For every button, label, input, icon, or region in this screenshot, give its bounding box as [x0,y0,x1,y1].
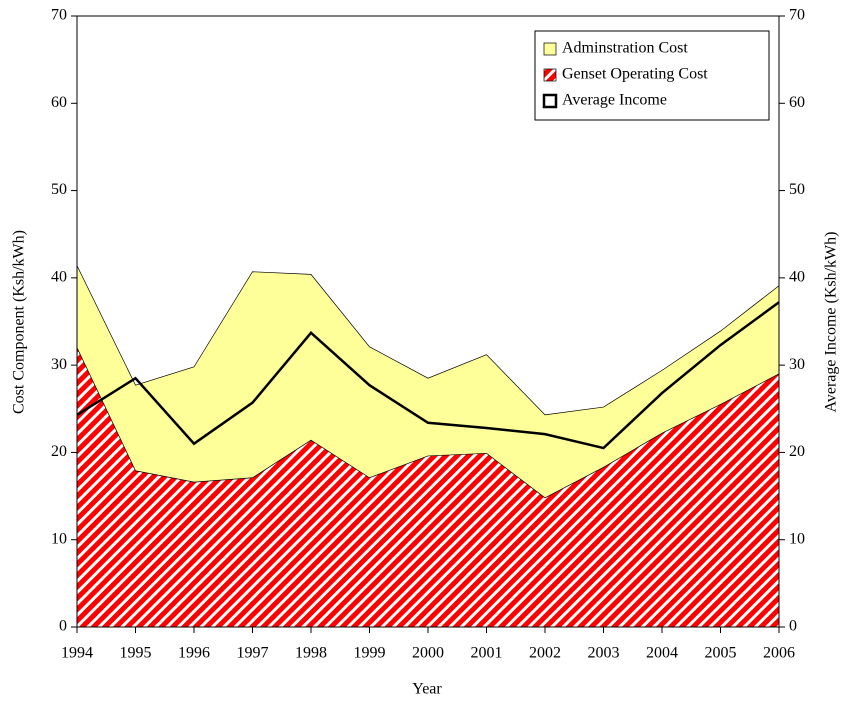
line [76,301,780,450]
y-tick-label: 60 [51,94,67,111]
x-axis-label: Year [412,681,442,698]
x-tick-label: 1999 [354,645,386,662]
y2-tick-label: 20 [789,443,805,460]
y2-tick-label: 60 [789,94,805,111]
y-tick-label: 0 [59,618,67,635]
legend-swatch [542,93,558,109]
y-tick-label: 50 [51,181,67,198]
x-tick-label: 1996 [178,645,210,662]
y2-tick-label: 10 [789,530,805,547]
x-tick-label: 2005 [705,645,737,662]
legend-label: Adminstration Cost [562,40,688,57]
y-tick-label: 40 [51,269,67,286]
y-tick-label: 30 [51,356,67,373]
x-tick-label: 2004 [646,645,678,662]
x-tick-label: 2000 [412,645,444,662]
y-tick-label: 20 [51,443,67,460]
x-tick-label: 2006 [763,645,795,662]
legend-swatch [543,42,557,56]
y2-tick-label: 30 [789,356,805,373]
legend-label: Genset Operating Cost [562,66,708,83]
y-tick-label: 70 [51,7,67,24]
y-axis-label: Cost Component (Ksh/kWh) [11,230,28,414]
y2-tick-label: 70 [789,7,805,24]
x-tick-label: 1994 [61,645,93,662]
y2-tick-label: 50 [789,181,805,198]
x-tick-label: 1998 [295,645,327,662]
y2-tick-label: 40 [789,269,805,286]
legend-label: Average Income [562,92,667,109]
x-tick-label: 2001 [471,645,503,662]
y2-axis-label: Average Income (Ksh/kWh) [823,232,840,413]
legend-box [534,30,770,121]
x-tick-label: 2002 [529,645,561,662]
x-tick-label: 1995 [120,645,152,662]
y2-tick-label: 0 [789,618,797,635]
area [77,347,779,627]
x-tick-label: 1997 [237,645,269,662]
x-tick-label: 2003 [588,645,620,662]
legend-swatch [543,68,557,82]
y-tick-label: 10 [51,530,67,547]
